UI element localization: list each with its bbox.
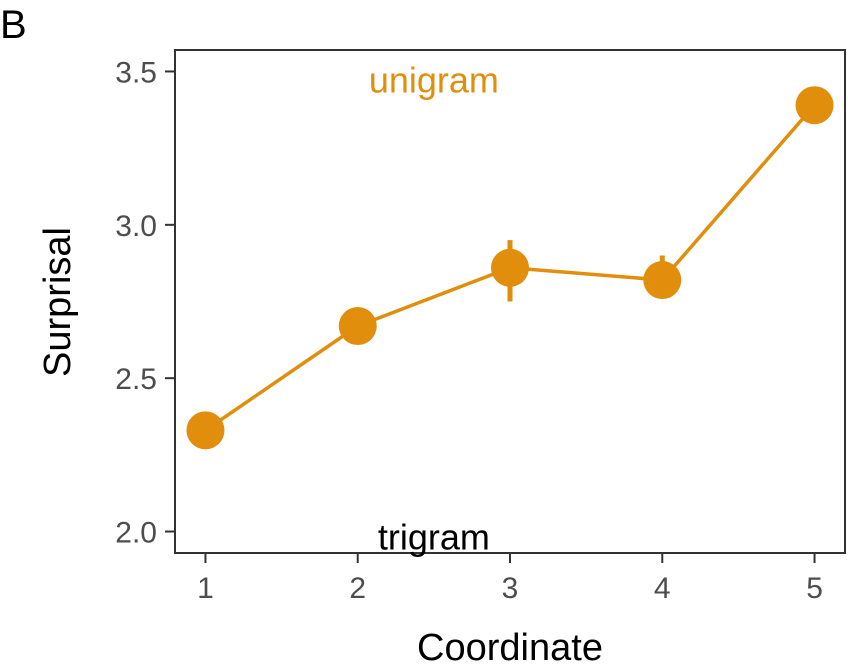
x-tick-label: 2 (349, 572, 366, 605)
x-tick-label: 4 (654, 572, 671, 605)
y-tick-label: 3.5 (115, 56, 157, 89)
x-tick-label: 1 (197, 572, 214, 605)
x-tick-label: 5 (806, 572, 823, 605)
x-axis-title: Coordinate (417, 627, 603, 665)
data-point (338, 307, 377, 346)
x-tick-label: 3 (502, 572, 519, 605)
data-point (643, 261, 682, 300)
annotation-unigram: unigram (369, 60, 499, 101)
y-tick-label: 2.5 (115, 363, 157, 396)
data-point (795, 86, 834, 125)
y-tick-label: 2.0 (115, 517, 157, 550)
plot-area: 2.0 2.5 3.0 3.5 1 2 3 4 5 unigram trigram (115, 49, 846, 605)
panel-letter: B (0, 3, 27, 47)
data-point (491, 248, 529, 287)
annotation-trigram: trigram (378, 517, 490, 558)
data-point (186, 411, 225, 450)
y-tick-label: 3.0 (115, 210, 157, 243)
y-axis-title: Surprisal (37, 227, 79, 377)
